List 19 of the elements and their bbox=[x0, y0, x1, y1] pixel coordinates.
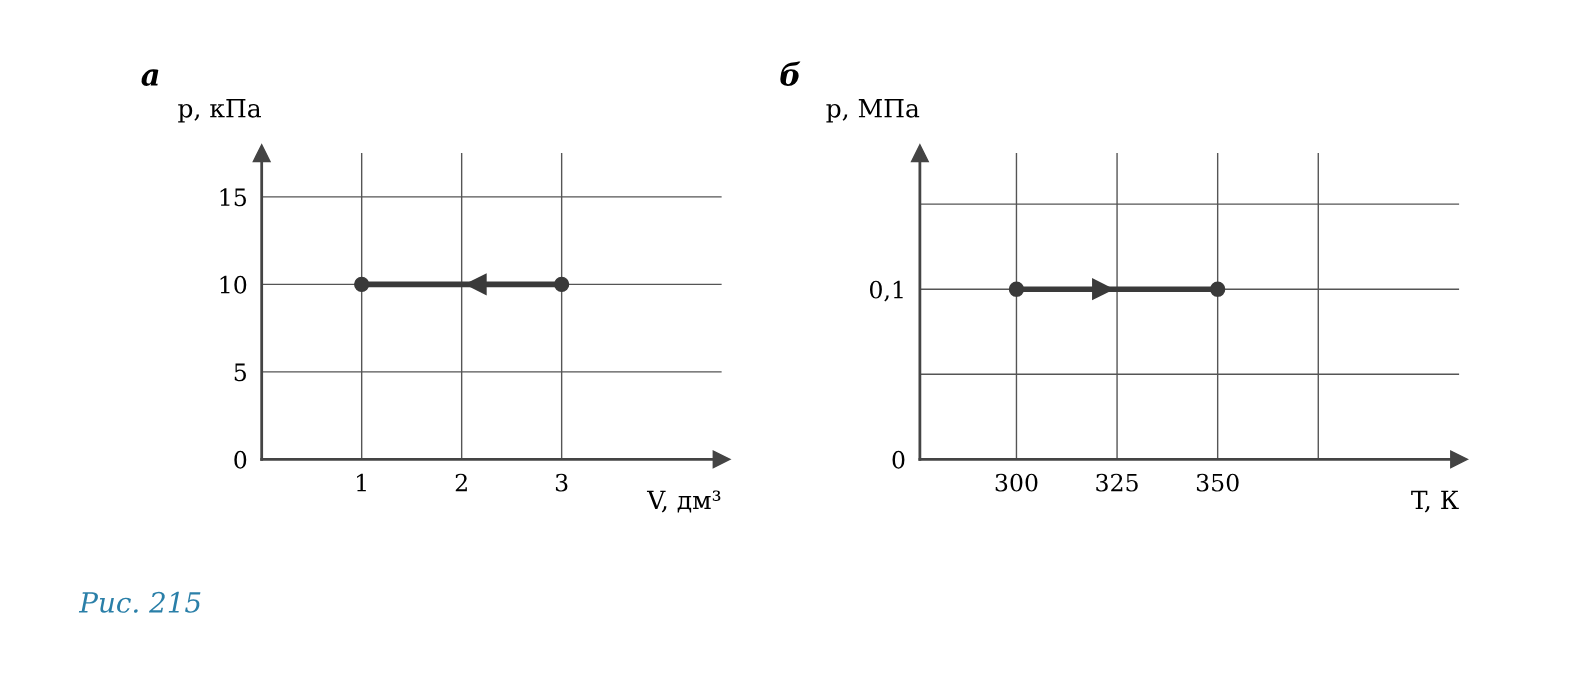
y-axis-title: p, кПа bbox=[178, 99, 261, 123]
y-tick-label: 0 bbox=[892, 450, 905, 469]
y-tick-label: 10 bbox=[220, 275, 247, 294]
x-tick-label: 300 bbox=[995, 473, 1038, 492]
x-tick-label: 2 bbox=[455, 473, 467, 492]
y-tick-label: 15 bbox=[220, 188, 246, 207]
x-tick-label: 3 bbox=[555, 473, 568, 492]
x-axis-title: T, К bbox=[1411, 490, 1459, 513]
chart-title: б bbox=[780, 61, 801, 86]
y-axis-title: p, МПа bbox=[826, 99, 920, 123]
text: Рис. 215 bbox=[78, 591, 201, 613]
y-tick-label: 5 bbox=[234, 363, 246, 382]
chart-title: а bbox=[141, 69, 159, 86]
y-tick-label: 0,1 bbox=[870, 280, 903, 302]
x-tick-label: 1 bbox=[357, 473, 366, 492]
y-tick-label: 0 bbox=[234, 450, 247, 469]
x-tick-label: 350 bbox=[1196, 473, 1239, 492]
x-tick-label: 325 bbox=[1096, 473, 1138, 492]
x-axis-title: V, дм³ bbox=[646, 490, 721, 513]
